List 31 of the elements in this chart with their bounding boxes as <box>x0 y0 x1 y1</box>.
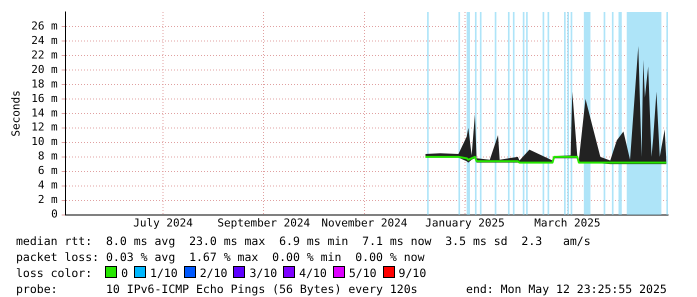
y-tick-label: 6 m <box>38 164 58 178</box>
y-tick-label: 24 m <box>31 34 58 47</box>
legend-label: 0 <box>121 266 128 280</box>
y-tick-label: 8 m <box>38 150 58 163</box>
y-tick-label: 22 m <box>31 48 58 62</box>
y-axis-title: Seconds <box>9 90 22 137</box>
y-tick-label: 20 m <box>31 62 58 76</box>
legend-label: 4/10 <box>299 266 327 280</box>
y-tick-label: 26 m <box>31 19 58 32</box>
x-tick-label: September 2024 <box>217 216 310 230</box>
text: packet loss: 0.03 % avg 1.67 % max 0.00 % min 0.00 % now <box>16 249 424 265</box>
y-tick-label: 10 m <box>31 135 58 148</box>
text: median rtt: 8.0 ms avg 23.0 ms max 6.9 ms min 7.1 ms now 3.5 ms sd 2.3 am/s <box>16 233 591 249</box>
legend-label: 3/10 <box>249 266 278 280</box>
y-tick-label: 0 <box>51 208 58 221</box>
y-tick-label: 14 m <box>31 106 58 120</box>
legend-label: 1/10 <box>150 266 178 280</box>
legend-title: loss color: <box>16 266 92 280</box>
legend-label: 5/10 <box>348 266 377 280</box>
y-tick-label: 18 m <box>31 77 58 90</box>
text: probe: 10 IPv6-ICMP Echo Pings (56 Bytes) every 120s end: Mon May 12 23:25:55 2025 <box>16 281 667 297</box>
x-tick-label: July 2024 <box>133 216 194 230</box>
y-tick-label: 12 m <box>31 120 58 134</box>
legend-label: 9/10 <box>398 266 426 280</box>
y-tick-label: 2 m <box>38 193 58 206</box>
legend-label: 2/10 <box>200 266 228 280</box>
y-tick-label: 16 m <box>31 92 58 105</box>
x-tick-label: November 2024 <box>321 216 408 230</box>
x-tick-label: March 2025 <box>534 216 600 230</box>
x-tick-label: January 2025 <box>425 216 505 230</box>
y-tick-label: 4 m <box>38 178 58 192</box>
